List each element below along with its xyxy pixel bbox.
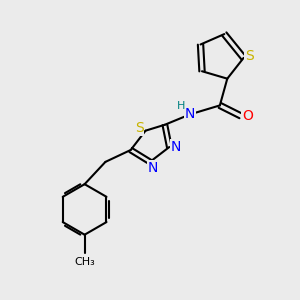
Text: O: O bbox=[242, 109, 253, 123]
Text: CH₃: CH₃ bbox=[74, 257, 95, 267]
Text: N: N bbox=[148, 161, 158, 176]
Text: N: N bbox=[185, 107, 195, 121]
Text: S: S bbox=[245, 50, 254, 63]
Text: H: H bbox=[176, 101, 185, 111]
Text: N: N bbox=[171, 140, 181, 154]
Text: S: S bbox=[135, 121, 143, 135]
